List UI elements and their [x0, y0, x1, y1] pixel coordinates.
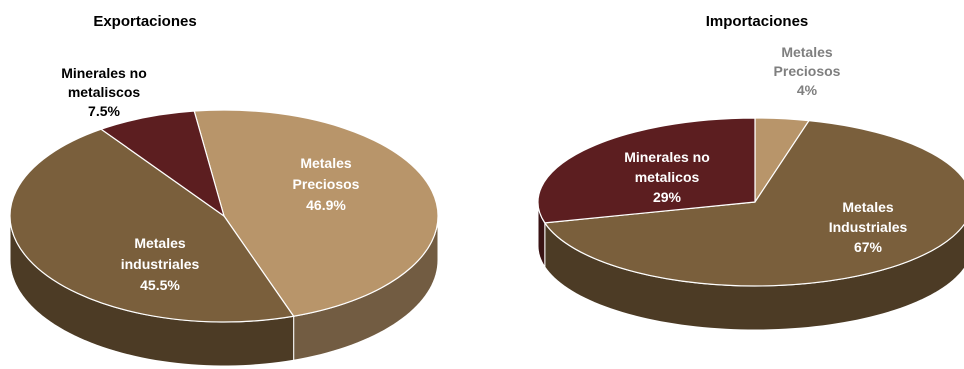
- slice-label: Metales industriales 45.5%: [121, 235, 200, 293]
- slice-name-line: Metales: [781, 44, 833, 60]
- slice-label: Metales Preciosos 46.9%: [293, 155, 360, 213]
- slice-label: Minerales no metaliscos 7.5%: [61, 65, 147, 119]
- slice-name-line: Metales: [134, 235, 186, 251]
- slice-name-line: Minerales no: [61, 65, 147, 81]
- chart-title: Importaciones: [706, 13, 809, 30]
- pie-slice-2: [9, 128, 295, 323]
- slice-value-label: 67%: [854, 239, 883, 255]
- slice-value-label: 45.5%: [140, 277, 180, 293]
- pie-slice-3: [537, 117, 756, 224]
- slice-name-line: Metales: [842, 199, 894, 215]
- slice-label: Metales Preciosos 4%: [774, 44, 841, 98]
- slice-value-label: 29%: [653, 189, 682, 205]
- slice-value-label: 7.5%: [88, 103, 120, 119]
- slice-name-line: Industriales: [829, 219, 908, 235]
- chart-title: Exportaciones: [93, 13, 196, 30]
- slice-name-line: industriales: [121, 256, 200, 272]
- pie-slice-1: [193, 109, 439, 317]
- slice-label: Minerales no metalicos 29%: [624, 149, 710, 205]
- slice-name-line: metaliscos: [68, 84, 141, 100]
- slice-name-line: Preciosos: [774, 63, 841, 79]
- slice-value-label: 4%: [797, 82, 818, 98]
- slice-name-line: Minerales no: [624, 149, 710, 165]
- slice-name-line: metalicos: [635, 169, 700, 185]
- pie-slice-2: [543, 120, 964, 287]
- slice-value-label: 46.9%: [306, 197, 346, 213]
- pie-chart-2: Importaciones Metales Preciosos 4% Metales In…: [537, 13, 964, 331]
- slice-label: Metales Industriales 67%: [829, 199, 908, 255]
- slice-name-line: Preciosos: [293, 176, 360, 192]
- pie-slice-3: [99, 110, 226, 218]
- slice-name-line: Metales: [300, 155, 352, 171]
